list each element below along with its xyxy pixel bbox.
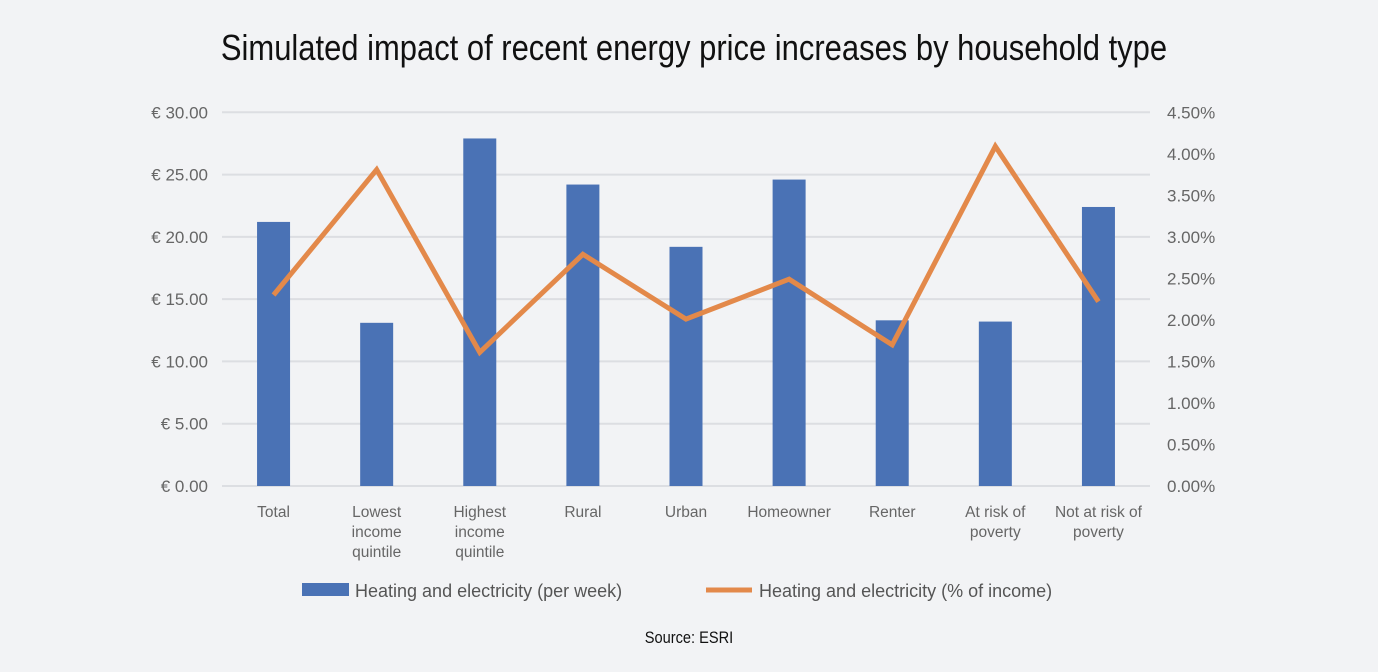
- y-right-tick-label: 0.50%: [1167, 435, 1215, 454]
- x-category-label: At risk of poverty: [965, 504, 1026, 541]
- bar: [463, 138, 497, 487]
- y-right-tick-label: 1.50%: [1167, 352, 1215, 371]
- y-right-tick-label: 3.00%: [1167, 228, 1215, 247]
- bar: [566, 184, 600, 487]
- x-category-label: Total: [257, 504, 290, 521]
- legend-label-line: Heating and electricity (% of income): [759, 581, 1052, 601]
- y-right-tick-label: 3.50%: [1167, 186, 1215, 205]
- y-right-tick-label: 1.00%: [1167, 394, 1215, 413]
- bar: [669, 246, 703, 486]
- y-left-tick-label: € 15.00: [151, 290, 208, 309]
- y-left-tick-label: € 10.00: [151, 352, 208, 371]
- y-left-tick-label: € 20.00: [151, 228, 208, 247]
- y-left-tick-label: € 30.00: [151, 103, 208, 122]
- y-left-tick-label: € 25.00: [151, 166, 208, 185]
- source-note: Source: ESRI: [645, 629, 734, 647]
- bar: [772, 179, 806, 487]
- bar: [978, 321, 1012, 486]
- bar: [1081, 206, 1115, 486]
- chart-title: Simulated impact of recent energy price …: [221, 29, 1167, 69]
- legend-swatch-bar: [302, 583, 349, 596]
- x-category-label: Lowest income quintile: [352, 504, 402, 561]
- x-category-label: Highest income quintile: [453, 504, 506, 561]
- x-category-label: Urban: [665, 504, 707, 521]
- legend-label-bar: Heating and electricity (per week): [355, 581, 622, 601]
- x-category-label: Renter: [869, 504, 916, 521]
- y-left-tick-label: € 0.00: [161, 477, 208, 496]
- bar: [875, 320, 909, 486]
- bar: [257, 221, 291, 486]
- y-right-tick-label: 0.00%: [1167, 477, 1215, 496]
- legend: Heating and electricity (per week) Heati…: [302, 581, 1052, 601]
- y-right-tick-label: 2.00%: [1167, 311, 1215, 330]
- x-category-label: Homeowner: [747, 504, 831, 521]
- y-left-tick-label: € 5.00: [161, 415, 208, 434]
- y-right-tick-label: 4.50%: [1167, 103, 1215, 122]
- x-category-label: Not at risk of poverty: [1055, 504, 1143, 541]
- y-right-tick-label: 2.50%: [1167, 269, 1215, 288]
- bar: [360, 322, 394, 486]
- x-category-label: Rural: [564, 504, 601, 521]
- y-right-tick-label: 4.00%: [1167, 145, 1215, 164]
